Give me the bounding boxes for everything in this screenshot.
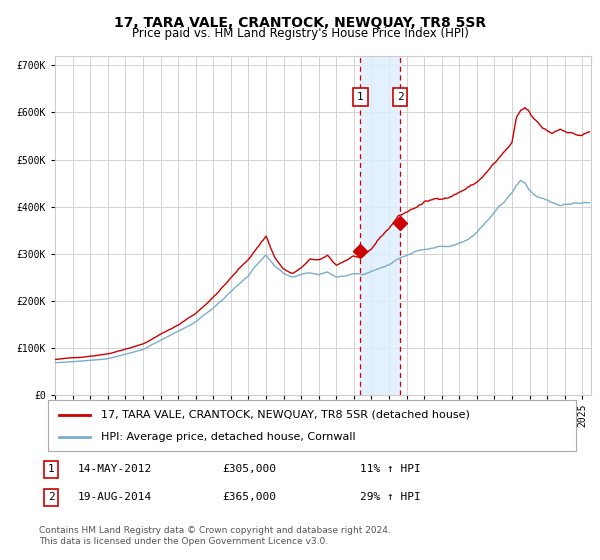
Text: 29% ↑ HPI: 29% ↑ HPI (360, 492, 421, 502)
Text: 19-AUG-2014: 19-AUG-2014 (78, 492, 152, 502)
Text: £365,000: £365,000 (222, 492, 276, 502)
Text: 11% ↑ HPI: 11% ↑ HPI (360, 464, 421, 474)
Text: Price paid vs. HM Land Registry's House Price Index (HPI): Price paid vs. HM Land Registry's House … (131, 27, 469, 40)
Text: 1: 1 (357, 92, 364, 102)
Text: 2: 2 (397, 92, 403, 102)
Text: 14-MAY-2012: 14-MAY-2012 (78, 464, 152, 474)
Text: 17, TARA VALE, CRANTOCK, NEWQUAY, TR8 5SR (detached house): 17, TARA VALE, CRANTOCK, NEWQUAY, TR8 5S… (101, 409, 470, 419)
Text: HPI: Average price, detached house, Cornwall: HPI: Average price, detached house, Corn… (101, 432, 355, 442)
Text: £305,000: £305,000 (222, 464, 276, 474)
Text: 1: 1 (47, 464, 55, 474)
Text: 2: 2 (47, 492, 55, 502)
Text: 17, TARA VALE, CRANTOCK, NEWQUAY, TR8 5SR: 17, TARA VALE, CRANTOCK, NEWQUAY, TR8 5S… (114, 16, 486, 30)
Text: Contains HM Land Registry data © Crown copyright and database right 2024.
This d: Contains HM Land Registry data © Crown c… (39, 526, 391, 546)
Bar (361, 56, 400, 395)
